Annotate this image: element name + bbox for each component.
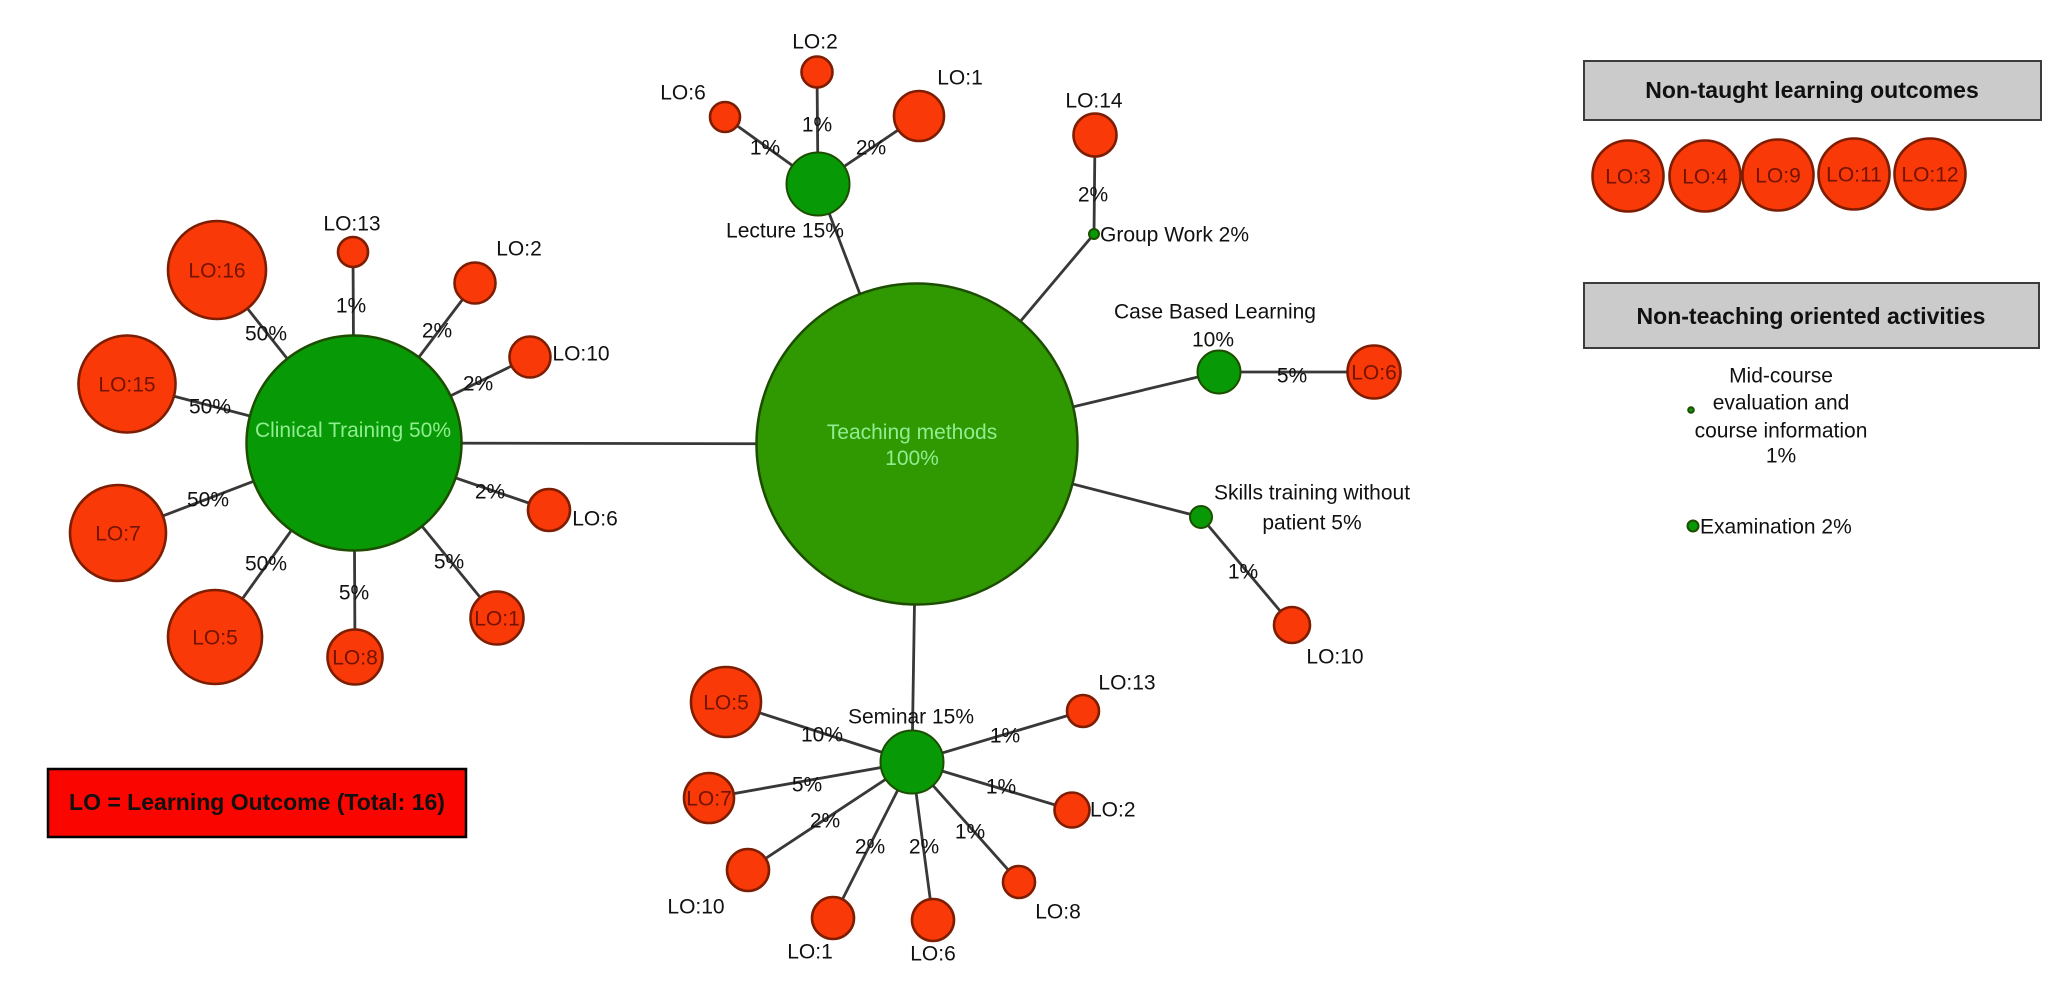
svg-text:1%: 1% xyxy=(802,114,832,137)
svg-text:LO:6: LO:6 xyxy=(1351,362,1397,385)
svg-text:LO:5: LO:5 xyxy=(192,627,238,650)
svg-text:5%: 5% xyxy=(1277,365,1307,388)
svg-text:LO:5: LO:5 xyxy=(703,692,749,715)
svg-text:LO:1: LO:1 xyxy=(787,941,833,964)
svg-text:Non-teaching oriented activiti: Non-teaching oriented activities xyxy=(1637,303,1986,329)
svg-text:LO:3: LO:3 xyxy=(1605,166,1651,189)
svg-text:LO:6: LO:6 xyxy=(910,943,956,966)
svg-text:1%: 1% xyxy=(990,725,1020,748)
svg-text:LO:10: LO:10 xyxy=(667,896,724,919)
svg-text:2%: 2% xyxy=(855,836,885,859)
svg-text:100%: 100% xyxy=(885,447,939,470)
svg-text:1%: 1% xyxy=(336,295,366,318)
svg-text:LO:13: LO:13 xyxy=(323,213,380,236)
svg-text:LO:12: LO:12 xyxy=(1901,164,1958,187)
svg-text:Case Based Learning: Case Based Learning xyxy=(1114,301,1316,324)
svg-text:LO:7: LO:7 xyxy=(686,788,732,811)
svg-text:LO:1: LO:1 xyxy=(937,67,983,90)
svg-text:LO:6: LO:6 xyxy=(660,82,706,105)
svg-text:10%: 10% xyxy=(801,724,843,747)
svg-text:Seminar 15%: Seminar 15% xyxy=(848,706,974,729)
svg-text:50%: 50% xyxy=(245,323,287,346)
svg-text:LO:8: LO:8 xyxy=(332,647,378,670)
svg-text:LO:9: LO:9 xyxy=(1755,165,1801,188)
svg-text:Skills training without: Skills training without xyxy=(1214,482,1410,505)
svg-text:Mid-course: Mid-course xyxy=(1729,365,1833,388)
svg-text:2%: 2% xyxy=(463,373,493,396)
svg-text:1%: 1% xyxy=(750,137,780,160)
svg-text:patient 5%: patient 5% xyxy=(1262,512,1361,535)
svg-text:2%: 2% xyxy=(1078,184,1108,207)
svg-text:2%: 2% xyxy=(856,137,886,160)
svg-text:2%: 2% xyxy=(909,836,939,859)
svg-text:2%: 2% xyxy=(475,481,505,504)
svg-text:50%: 50% xyxy=(245,553,287,576)
svg-text:5%: 5% xyxy=(792,774,822,797)
svg-text:LO:15: LO:15 xyxy=(98,374,155,397)
svg-text:Lecture 15%: Lecture 15% xyxy=(726,220,844,243)
svg-text:1%: 1% xyxy=(1228,561,1258,584)
svg-text:LO:8: LO:8 xyxy=(1035,901,1081,924)
svg-text:1%: 1% xyxy=(1766,445,1796,468)
svg-text:LO:1: LO:1 xyxy=(474,608,520,631)
svg-text:Clinical Training 50%: Clinical Training 50% xyxy=(255,419,451,442)
svg-text:LO:10: LO:10 xyxy=(552,343,609,366)
svg-text:Teaching methods: Teaching methods xyxy=(827,421,997,444)
svg-text:5%: 5% xyxy=(339,582,369,605)
svg-text:50%: 50% xyxy=(187,489,229,512)
svg-text:5%: 5% xyxy=(434,551,464,574)
svg-text:LO:2: LO:2 xyxy=(792,31,838,54)
svg-text:Non-taught learning outcomes: Non-taught learning outcomes xyxy=(1645,77,1979,103)
svg-text:course information: course information xyxy=(1695,420,1868,443)
svg-text:LO:14: LO:14 xyxy=(1065,90,1123,113)
svg-text:Group Work 2%: Group Work 2% xyxy=(1100,224,1249,247)
svg-text:LO:6: LO:6 xyxy=(572,508,618,531)
svg-text:LO:2: LO:2 xyxy=(496,238,542,261)
svg-text:10%: 10% xyxy=(1192,329,1234,352)
svg-text:50%: 50% xyxy=(189,396,231,419)
svg-text:LO:7: LO:7 xyxy=(95,523,141,546)
svg-text:LO:11: LO:11 xyxy=(1826,164,1882,187)
svg-text:2%: 2% xyxy=(810,810,840,833)
svg-text:2%: 2% xyxy=(422,320,452,343)
svg-text:evaluation and: evaluation and xyxy=(1713,392,1850,415)
svg-text:Examination 2%: Examination 2% xyxy=(1700,516,1852,539)
svg-text:1%: 1% xyxy=(986,776,1016,799)
svg-text:LO:2: LO:2 xyxy=(1090,799,1136,822)
svg-text:LO:4: LO:4 xyxy=(1682,166,1728,189)
svg-text:LO:16: LO:16 xyxy=(188,260,245,283)
svg-text:LO = Learning Outcome (Total:: LO = Learning Outcome (Total: 16) xyxy=(69,789,445,815)
svg-text:LO:10: LO:10 xyxy=(1306,646,1363,669)
svg-text:LO:13: LO:13 xyxy=(1098,672,1155,695)
svg-text:1%: 1% xyxy=(955,821,985,844)
